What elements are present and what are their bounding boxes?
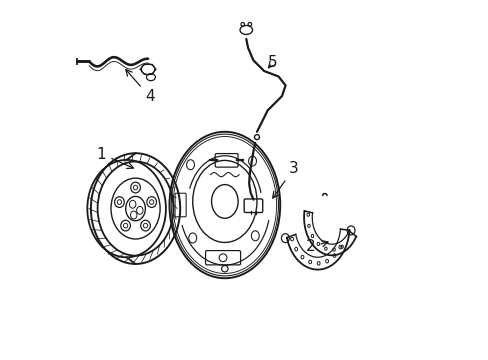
Text: 2: 2 (305, 239, 327, 255)
Text: 1: 1 (97, 147, 133, 168)
Text: 4: 4 (125, 69, 154, 104)
Text: 5: 5 (267, 55, 277, 71)
Text: 3: 3 (272, 161, 298, 198)
